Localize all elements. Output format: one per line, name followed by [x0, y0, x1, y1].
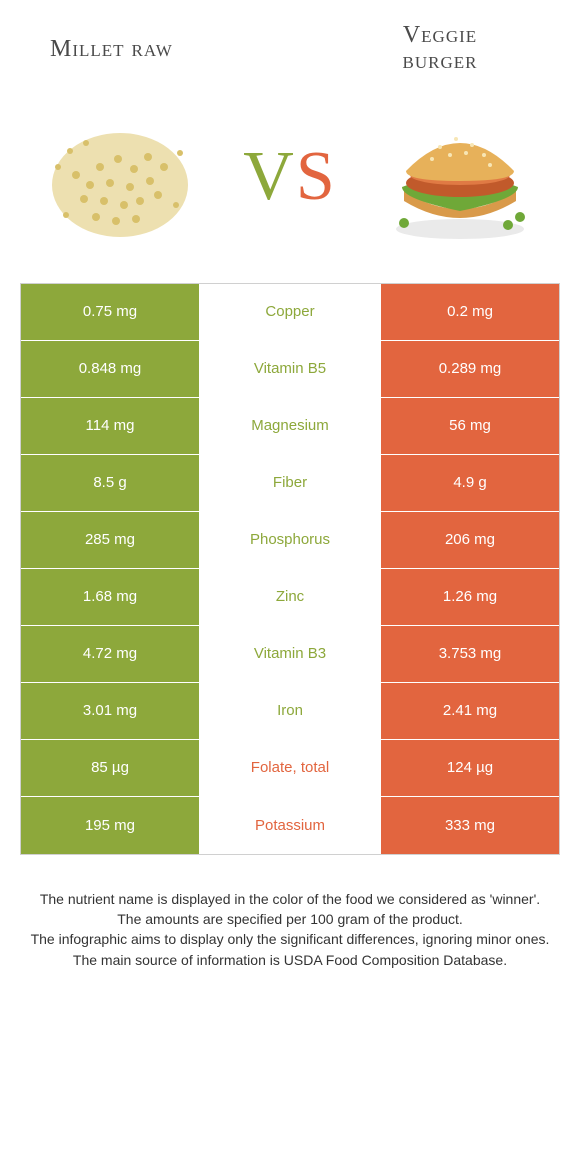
value-left: 4.72 mg	[21, 626, 201, 682]
value-left: 0.75 mg	[21, 284, 201, 340]
value-right: 3.753 mg	[379, 626, 559, 682]
footer-notes: The nutrient name is displayed in the co…	[0, 855, 580, 970]
value-left: 195 mg	[21, 797, 201, 854]
table-row: 0.848 mgVitamin B50.289 mg	[21, 341, 559, 398]
left-food-title: Millet raw	[50, 36, 173, 62]
millet-image	[40, 97, 200, 257]
table-row: 3.01 mgIron2.41 mg	[21, 683, 559, 740]
table-row: 4.72 mgVitamin B33.753 mg	[21, 626, 559, 683]
footer-line3: The infographic aims to display only the…	[30, 929, 550, 949]
value-right: 1.26 mg	[379, 569, 559, 625]
value-right: 124 µg	[379, 740, 559, 796]
table-row: 195 mgPotassium333 mg	[21, 797, 559, 854]
table-row: 114 mgMagnesium56 mg	[21, 398, 559, 455]
burger-image	[380, 97, 540, 257]
nutrient-label: Vitamin B3	[201, 626, 379, 682]
nutrient-label: Zinc	[201, 569, 379, 625]
value-right: 0.2 mg	[379, 284, 559, 340]
value-left: 1.68 mg	[21, 569, 201, 625]
footer-line2: The amounts are specified per 100 gram o…	[30, 909, 550, 929]
nutrient-label: Potassium	[201, 797, 379, 854]
table-row: 1.68 mgZinc1.26 mg	[21, 569, 559, 626]
nutrient-label: Iron	[201, 683, 379, 739]
value-right: 56 mg	[379, 398, 559, 454]
table-row: 85 µgFolate, total124 µg	[21, 740, 559, 797]
right-title-line2: burger	[403, 48, 478, 74]
nutrient-label: Folate, total	[201, 740, 379, 796]
nutrient-label: Magnesium	[201, 398, 379, 454]
right-title-line1: Veggie	[403, 22, 477, 48]
nutrient-label: Fiber	[201, 455, 379, 511]
nutrient-label: Vitamin B5	[201, 341, 379, 397]
table-row: 285 mgPhosphorus206 mg	[21, 512, 559, 569]
vs-v: V	[243, 138, 296, 215]
footer-line1: The nutrient name is displayed in the co…	[30, 889, 550, 909]
value-left: 114 mg	[21, 398, 201, 454]
header: Millet raw Veggie burger	[0, 0, 580, 83]
nutrient-label: Copper	[201, 284, 379, 340]
nutrient-label: Phosphorus	[201, 512, 379, 568]
value-right: 333 mg	[379, 797, 559, 854]
value-left: 3.01 mg	[21, 683, 201, 739]
value-right: 4.9 g	[379, 455, 559, 511]
value-left: 8.5 g	[21, 455, 201, 511]
images-row: VS	[0, 83, 580, 283]
value-left: 85 µg	[21, 740, 201, 796]
table-row: 8.5 gFiber4.9 g	[21, 455, 559, 512]
right-food-title: Veggie burger	[350, 22, 530, 75]
table-row: 0.75 mgCopper0.2 mg	[21, 284, 559, 341]
value-right: 2.41 mg	[379, 683, 559, 739]
value-left: 0.848 mg	[21, 341, 201, 397]
value-right: 0.289 mg	[379, 341, 559, 397]
value-right: 206 mg	[379, 512, 559, 568]
value-left: 285 mg	[21, 512, 201, 568]
vs-label: VS	[243, 142, 337, 212]
nutrient-table: 0.75 mgCopper0.2 mg0.848 mgVitamin B50.2…	[20, 283, 560, 855]
vs-s: S	[296, 138, 337, 215]
footer-line4: The main source of information is USDA F…	[30, 950, 550, 970]
